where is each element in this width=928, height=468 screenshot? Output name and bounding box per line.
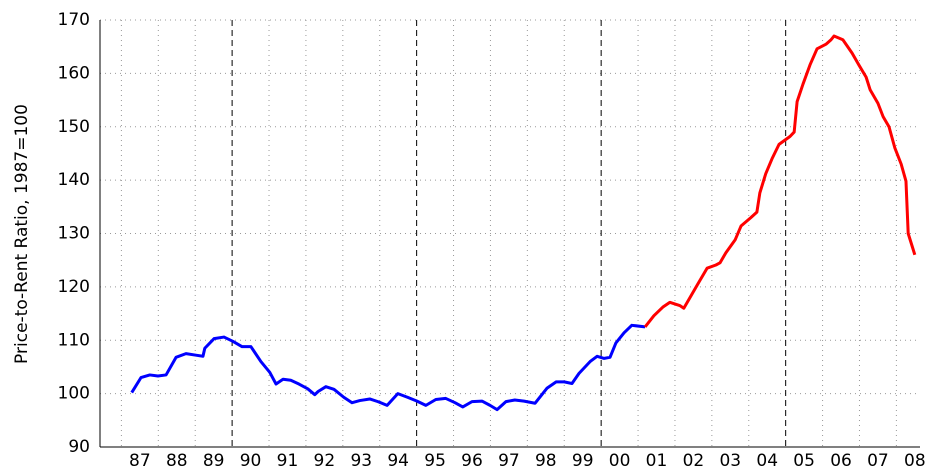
x-tick-label: 05 <box>793 451 815 468</box>
x-tick-label: 01 <box>646 451 668 468</box>
x-tick-label: 95 <box>424 451 446 468</box>
x-tick-label: 97 <box>498 451 520 468</box>
x-tick-label: 99 <box>572 451 594 468</box>
y-tick-label: 170 <box>58 10 90 30</box>
y-axis-label: Price-to-Rent Ratio, 1987=100 <box>12 104 32 364</box>
x-tick-label: 06 <box>830 451 852 468</box>
y-tick-label: 160 <box>58 63 90 83</box>
x-tick-label: 92 <box>314 451 336 468</box>
x-tick-label: 93 <box>350 451 372 468</box>
x-tick-label: 08 <box>904 451 926 468</box>
y-tick-label: 150 <box>58 117 90 137</box>
x-tick-label: 89 <box>203 451 225 468</box>
x-tick-label: 03 <box>719 451 741 468</box>
x-tick-label: 87 <box>129 451 151 468</box>
x-tick-label: 96 <box>461 451 483 468</box>
x-tick-label: 07 <box>867 451 889 468</box>
y-tick-label: 110 <box>58 330 90 350</box>
y-tick-label: 140 <box>58 170 90 190</box>
y-tick-label: 130 <box>58 224 90 244</box>
x-tick-label: 00 <box>609 451 631 468</box>
x-tick-label: 04 <box>756 451 778 468</box>
line-series <box>643 34 917 328</box>
y-tick-label: 120 <box>58 277 90 297</box>
x-tick-label: 98 <box>535 451 557 468</box>
y-tick-label: 100 <box>58 384 90 404</box>
x-tick-label: 94 <box>387 451 409 468</box>
line-series <box>130 323 646 412</box>
x-tick-label: 02 <box>683 451 705 468</box>
x-tick-label: 91 <box>277 451 299 468</box>
y-tick-label: 90 <box>68 437 90 457</box>
x-tick-label: 88 <box>166 451 188 468</box>
x-tick-label: 90 <box>240 451 262 468</box>
